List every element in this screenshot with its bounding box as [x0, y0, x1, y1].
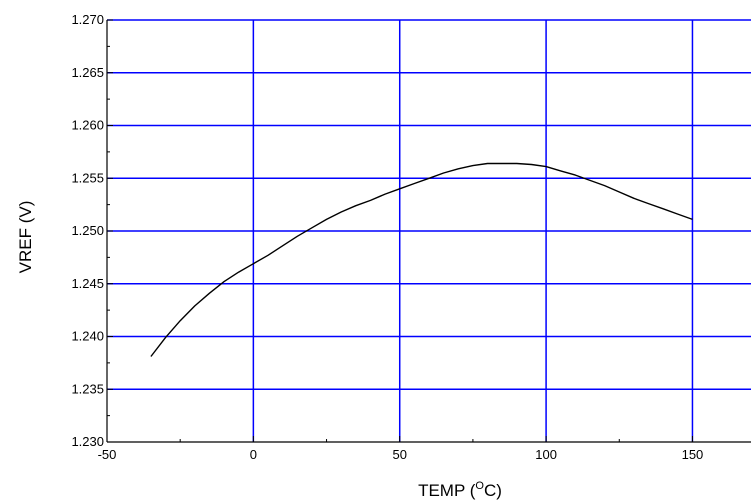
y-tick-label: 1.240: [71, 329, 104, 344]
ticks: [106, 19, 693, 443]
x-axis-title-main: TEMP (: [418, 481, 476, 500]
y-axis-title: VREF (V): [16, 201, 35, 274]
x-tick-label: 150: [682, 447, 704, 462]
y-tick-label: 1.245: [71, 276, 104, 291]
x-axis-title-tail: C): [484, 481, 502, 500]
x-axis-title-sup: O: [475, 480, 484, 492]
x-tick-label: 0: [250, 447, 257, 462]
vref-curve: [150, 162, 693, 357]
series: [150, 162, 693, 357]
y-tick-label: 1.235: [71, 381, 104, 396]
y-tick-label: 1.270: [71, 12, 104, 27]
y-tick-label: 1.250: [71, 223, 104, 238]
tick-labels: 1.230 1.235 1.240 1.245 1.250 1.255 1.260 1.265…: [71, 12, 703, 462]
x-tick-label: 100: [535, 447, 557, 462]
y-tick-label: 1.230: [71, 434, 104, 449]
y-tick-label: 1.265: [71, 65, 104, 80]
x-axis-title: TEMP (OC): [418, 480, 502, 500]
y-tick-label: 1.255: [71, 170, 104, 185]
x-tick-label: 50: [392, 447, 406, 462]
x-tick-label: -50: [98, 447, 117, 462]
grid: [107, 19, 751, 442]
y-tick-label: 1.260: [71, 118, 104, 133]
